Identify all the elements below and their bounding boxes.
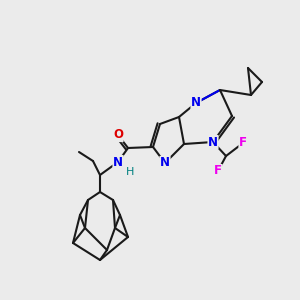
Text: N: N — [113, 155, 123, 169]
Text: N: N — [191, 97, 201, 110]
Text: N: N — [160, 157, 170, 169]
Text: O: O — [113, 128, 123, 142]
Text: F: F — [214, 164, 222, 178]
Text: N: N — [208, 136, 218, 148]
Text: F: F — [239, 136, 247, 149]
Text: H: H — [126, 167, 134, 177]
